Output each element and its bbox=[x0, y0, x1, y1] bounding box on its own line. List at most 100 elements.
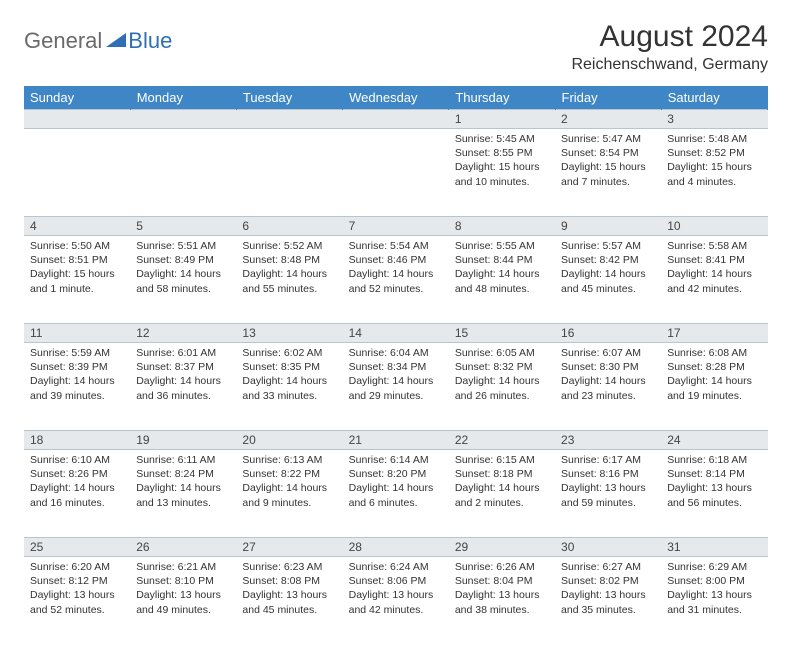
day-content-row: Sunrise: 5:59 AMSunset: 8:39 PMDaylight:… bbox=[24, 343, 768, 431]
day-cell: Sunrise: 6:11 AMSunset: 8:24 PMDaylight:… bbox=[130, 450, 236, 538]
weekday-header-row: Sunday Monday Tuesday Wednesday Thursday… bbox=[24, 86, 768, 110]
day-number: 28 bbox=[343, 538, 449, 557]
day-cell: Sunrise: 6:21 AMSunset: 8:10 PMDaylight:… bbox=[130, 557, 236, 645]
day-number: 18 bbox=[24, 431, 130, 450]
day-number bbox=[343, 110, 449, 129]
day-number: 31 bbox=[661, 538, 767, 557]
day-cell-content: Sunrise: 6:24 AMSunset: 8:06 PMDaylight:… bbox=[343, 557, 449, 621]
day-cell: Sunrise: 5:48 AMSunset: 8:52 PMDaylight:… bbox=[661, 129, 767, 217]
day-cell-content: Sunrise: 6:15 AMSunset: 8:18 PMDaylight:… bbox=[449, 450, 555, 514]
day-cell: Sunrise: 6:29 AMSunset: 8:00 PMDaylight:… bbox=[661, 557, 767, 645]
day-number: 21 bbox=[343, 431, 449, 450]
day-number: 8 bbox=[449, 217, 555, 236]
day-number-row: 18192021222324 bbox=[24, 431, 768, 450]
day-cell bbox=[343, 129, 449, 217]
day-cell: Sunrise: 6:04 AMSunset: 8:34 PMDaylight:… bbox=[343, 343, 449, 431]
day-content-row: Sunrise: 6:10 AMSunset: 8:26 PMDaylight:… bbox=[24, 450, 768, 538]
location-label: Reichenschwand, Germany bbox=[571, 56, 768, 74]
logo: General Blue bbox=[24, 28, 172, 54]
day-number: 5 bbox=[130, 217, 236, 236]
day-number bbox=[130, 110, 236, 129]
title-block: August 2024 Reichenschwand, Germany bbox=[571, 20, 768, 74]
weekday-header: Saturday bbox=[661, 86, 767, 110]
day-cell-content: Sunrise: 6:27 AMSunset: 8:02 PMDaylight:… bbox=[555, 557, 661, 621]
day-cell-content: Sunrise: 5:50 AMSunset: 8:51 PMDaylight:… bbox=[24, 236, 130, 300]
day-cell-content: Sunrise: 6:11 AMSunset: 8:24 PMDaylight:… bbox=[130, 450, 236, 514]
day-cell-content: Sunrise: 6:07 AMSunset: 8:30 PMDaylight:… bbox=[555, 343, 661, 407]
day-cell: Sunrise: 5:57 AMSunset: 8:42 PMDaylight:… bbox=[555, 236, 661, 324]
day-cell: Sunrise: 6:08 AMSunset: 8:28 PMDaylight:… bbox=[661, 343, 767, 431]
logo-text-general: General bbox=[24, 28, 102, 54]
weekday-header: Wednesday bbox=[343, 86, 449, 110]
day-number: 14 bbox=[343, 324, 449, 343]
day-cell: Sunrise: 6:13 AMSunset: 8:22 PMDaylight:… bbox=[236, 450, 342, 538]
day-number: 12 bbox=[130, 324, 236, 343]
day-number: 17 bbox=[661, 324, 767, 343]
day-number: 16 bbox=[555, 324, 661, 343]
day-number: 13 bbox=[236, 324, 342, 343]
day-cell-content: Sunrise: 5:57 AMSunset: 8:42 PMDaylight:… bbox=[555, 236, 661, 300]
triangle-icon bbox=[106, 31, 126, 52]
day-cell: Sunrise: 5:55 AMSunset: 8:44 PMDaylight:… bbox=[449, 236, 555, 324]
day-number: 27 bbox=[236, 538, 342, 557]
day-number-row: 45678910 bbox=[24, 217, 768, 236]
day-cell-content: Sunrise: 6:10 AMSunset: 8:26 PMDaylight:… bbox=[24, 450, 130, 514]
day-number bbox=[236, 110, 342, 129]
day-number: 24 bbox=[661, 431, 767, 450]
day-number: 26 bbox=[130, 538, 236, 557]
calendar-table: Sunday Monday Tuesday Wednesday Thursday… bbox=[24, 86, 768, 645]
day-cell bbox=[24, 129, 130, 217]
day-cell: Sunrise: 6:05 AMSunset: 8:32 PMDaylight:… bbox=[449, 343, 555, 431]
calendar-page: General Blue August 2024 Reichenschwand,… bbox=[0, 0, 792, 655]
day-cell-content: Sunrise: 6:02 AMSunset: 8:35 PMDaylight:… bbox=[236, 343, 342, 407]
day-cell: Sunrise: 6:23 AMSunset: 8:08 PMDaylight:… bbox=[236, 557, 342, 645]
day-cell-content: Sunrise: 6:04 AMSunset: 8:34 PMDaylight:… bbox=[343, 343, 449, 407]
day-cell bbox=[130, 129, 236, 217]
day-number: 11 bbox=[24, 324, 130, 343]
day-cell-content: Sunrise: 5:58 AMSunset: 8:41 PMDaylight:… bbox=[661, 236, 767, 300]
day-number: 4 bbox=[24, 217, 130, 236]
day-cell: Sunrise: 5:58 AMSunset: 8:41 PMDaylight:… bbox=[661, 236, 767, 324]
day-cell: Sunrise: 5:47 AMSunset: 8:54 PMDaylight:… bbox=[555, 129, 661, 217]
day-cell-content: Sunrise: 5:55 AMSunset: 8:44 PMDaylight:… bbox=[449, 236, 555, 300]
day-cell-content: Sunrise: 6:13 AMSunset: 8:22 PMDaylight:… bbox=[236, 450, 342, 514]
day-cell bbox=[236, 129, 342, 217]
day-cell: Sunrise: 6:01 AMSunset: 8:37 PMDaylight:… bbox=[130, 343, 236, 431]
day-cell-content: Sunrise: 5:47 AMSunset: 8:54 PMDaylight:… bbox=[555, 129, 661, 193]
day-number: 15 bbox=[449, 324, 555, 343]
day-number: 29 bbox=[449, 538, 555, 557]
day-cell-content: Sunrise: 6:29 AMSunset: 8:00 PMDaylight:… bbox=[661, 557, 767, 621]
page-title: August 2024 bbox=[571, 20, 768, 54]
day-cell-content: Sunrise: 6:21 AMSunset: 8:10 PMDaylight:… bbox=[130, 557, 236, 621]
day-number: 7 bbox=[343, 217, 449, 236]
day-content-row: Sunrise: 5:45 AMSunset: 8:55 PMDaylight:… bbox=[24, 129, 768, 217]
day-cell-content: Sunrise: 6:08 AMSunset: 8:28 PMDaylight:… bbox=[661, 343, 767, 407]
day-cell-content: Sunrise: 5:48 AMSunset: 8:52 PMDaylight:… bbox=[661, 129, 767, 193]
day-cell-content: Sunrise: 5:45 AMSunset: 8:55 PMDaylight:… bbox=[449, 129, 555, 193]
day-cell-content: Sunrise: 6:20 AMSunset: 8:12 PMDaylight:… bbox=[24, 557, 130, 621]
weekday-header: Monday bbox=[130, 86, 236, 110]
day-cell: Sunrise: 6:14 AMSunset: 8:20 PMDaylight:… bbox=[343, 450, 449, 538]
day-cell: Sunrise: 6:15 AMSunset: 8:18 PMDaylight:… bbox=[449, 450, 555, 538]
day-cell-content: Sunrise: 6:05 AMSunset: 8:32 PMDaylight:… bbox=[449, 343, 555, 407]
day-content-row: Sunrise: 6:20 AMSunset: 8:12 PMDaylight:… bbox=[24, 557, 768, 645]
day-number: 2 bbox=[555, 110, 661, 129]
day-cell-content: Sunrise: 6:23 AMSunset: 8:08 PMDaylight:… bbox=[236, 557, 342, 621]
day-cell: Sunrise: 5:52 AMSunset: 8:48 PMDaylight:… bbox=[236, 236, 342, 324]
day-cell-content: Sunrise: 6:17 AMSunset: 8:16 PMDaylight:… bbox=[555, 450, 661, 514]
day-cell-content: Sunrise: 6:18 AMSunset: 8:14 PMDaylight:… bbox=[661, 450, 767, 514]
day-number-row: 123 bbox=[24, 110, 768, 129]
weekday-header: Tuesday bbox=[236, 86, 342, 110]
day-cell: Sunrise: 6:24 AMSunset: 8:06 PMDaylight:… bbox=[343, 557, 449, 645]
day-number: 6 bbox=[236, 217, 342, 236]
day-cell-content: Sunrise: 5:51 AMSunset: 8:49 PMDaylight:… bbox=[130, 236, 236, 300]
day-number: 25 bbox=[24, 538, 130, 557]
day-number: 10 bbox=[661, 217, 767, 236]
weekday-header: Friday bbox=[555, 86, 661, 110]
day-number bbox=[24, 110, 130, 129]
day-number: 22 bbox=[449, 431, 555, 450]
day-cell: Sunrise: 6:27 AMSunset: 8:02 PMDaylight:… bbox=[555, 557, 661, 645]
day-cell: Sunrise: 6:10 AMSunset: 8:26 PMDaylight:… bbox=[24, 450, 130, 538]
day-number: 3 bbox=[661, 110, 767, 129]
day-cell: Sunrise: 5:54 AMSunset: 8:46 PMDaylight:… bbox=[343, 236, 449, 324]
